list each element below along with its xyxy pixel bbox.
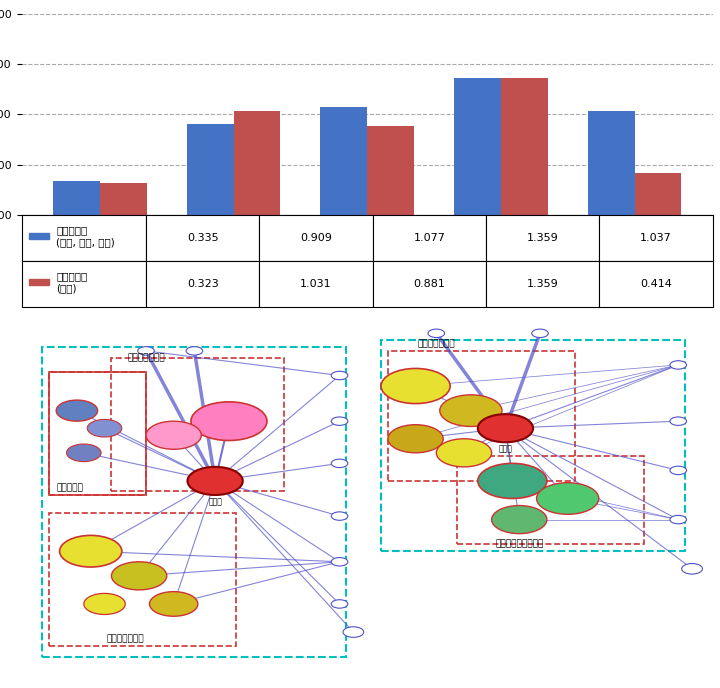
Text: 0.323: 0.323	[186, 279, 219, 289]
Text: 0.414: 0.414	[640, 279, 672, 289]
Text: 보은옥천영동권: 보은옥천영동권	[107, 634, 144, 643]
Bar	[600, 215, 713, 261]
Circle shape	[343, 627, 364, 637]
Bar	[454, 78, 501, 215]
Bar	[259, 261, 373, 307]
Circle shape	[138, 347, 154, 355]
Bar	[100, 182, 147, 215]
Circle shape	[60, 535, 122, 567]
Bar	[634, 173, 681, 215]
Circle shape	[381, 369, 450, 404]
Circle shape	[331, 372, 348, 380]
Circle shape	[186, 347, 203, 355]
Bar	[233, 111, 280, 215]
Text: 0.335: 0.335	[187, 233, 218, 243]
Circle shape	[331, 600, 348, 608]
Bar	[53, 182, 100, 215]
Text: 보령서천권: 보령서천권	[57, 484, 84, 493]
Bar	[29, 233, 49, 239]
Circle shape	[670, 417, 687, 425]
Bar	[146, 215, 259, 261]
Circle shape	[478, 463, 547, 499]
Bar	[259, 215, 373, 261]
Circle shape	[331, 512, 348, 520]
Text: 대중교통권
(버스): 대중교통권 (버스)	[56, 271, 87, 292]
Text: 1.077: 1.077	[413, 233, 446, 243]
Circle shape	[492, 506, 547, 534]
Circle shape	[150, 592, 198, 616]
Circle shape	[56, 400, 98, 421]
Bar	[22, 261, 146, 307]
Bar	[29, 279, 49, 285]
Circle shape	[112, 562, 167, 590]
Bar	[373, 215, 486, 261]
Text: 0.881: 0.881	[413, 279, 446, 289]
Bar	[22, 215, 146, 261]
Bar	[486, 261, 600, 307]
Text: 일상생활권
(통학, 쇼핑, 여가): 일상생활권 (통학, 쇼핑, 여가)	[56, 226, 115, 247]
Text: 논산계룡금산권: 논산계룡금산권	[418, 339, 455, 348]
Text: 공주부여청양권: 공주부여청양권	[127, 354, 165, 363]
Circle shape	[331, 417, 348, 425]
Circle shape	[388, 424, 444, 453]
Text: 1.037: 1.037	[640, 233, 672, 243]
Circle shape	[436, 439, 492, 467]
Circle shape	[331, 557, 348, 566]
Bar	[320, 107, 367, 215]
Text: 0.909: 0.909	[300, 233, 332, 243]
Circle shape	[191, 402, 267, 440]
Text: 대전시: 대전시	[208, 497, 222, 506]
Bar	[501, 78, 548, 215]
Circle shape	[87, 420, 122, 437]
Text: 대전시: 대전시	[498, 445, 513, 454]
Bar	[588, 111, 634, 215]
Bar	[146, 261, 259, 307]
Circle shape	[440, 395, 502, 427]
Circle shape	[670, 466, 687, 475]
Circle shape	[331, 459, 348, 468]
Circle shape	[146, 421, 202, 449]
Circle shape	[670, 361, 687, 369]
Circle shape	[187, 467, 243, 495]
Circle shape	[478, 414, 533, 442]
Circle shape	[84, 594, 125, 614]
Text: 진천음성괴산증평권: 진천음성괴산증평권	[495, 539, 544, 549]
Circle shape	[66, 444, 101, 462]
Circle shape	[428, 329, 445, 338]
Bar	[186, 124, 233, 215]
Bar	[373, 261, 486, 307]
Circle shape	[670, 515, 687, 524]
Bar	[486, 215, 600, 261]
Text: 1.359: 1.359	[527, 233, 559, 243]
Bar	[367, 127, 414, 215]
Text: 1.359: 1.359	[527, 279, 559, 289]
Circle shape	[531, 329, 549, 338]
Circle shape	[682, 563, 703, 574]
Circle shape	[536, 483, 599, 515]
Bar	[600, 261, 713, 307]
Text: 1.031: 1.031	[300, 279, 332, 289]
